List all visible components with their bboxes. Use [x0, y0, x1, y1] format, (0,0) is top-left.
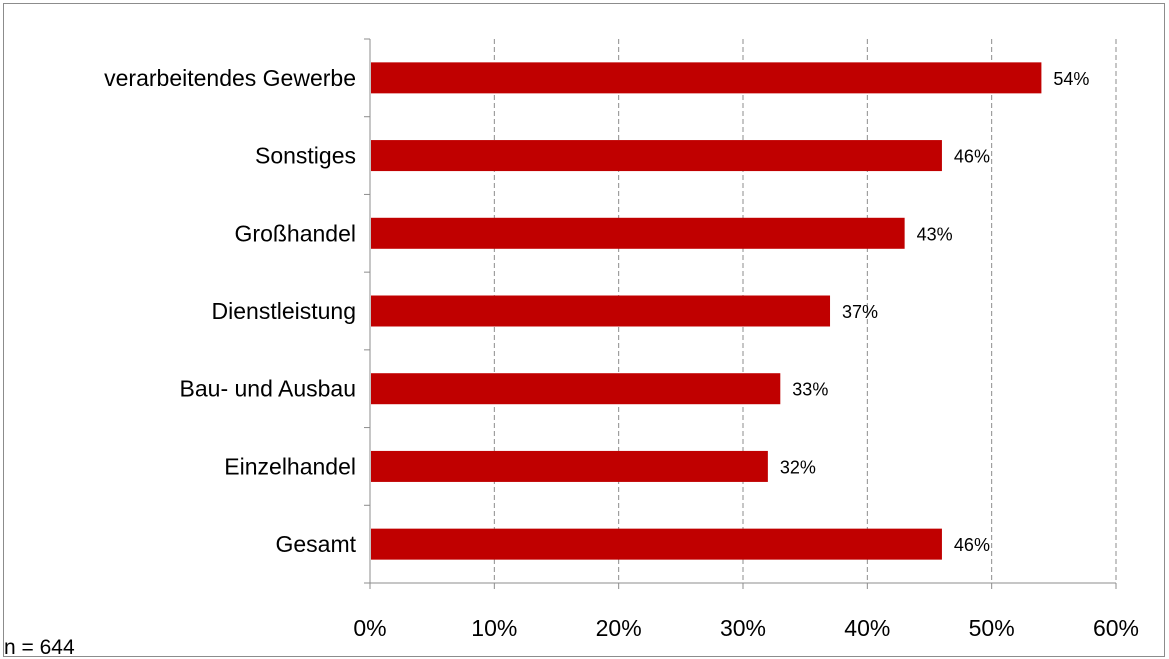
bar-3 [371, 295, 831, 327]
data-label: 37% [842, 302, 878, 322]
bar-5 [371, 450, 768, 482]
category-label: Großhandel [235, 220, 356, 246]
category-label: Sonstiges [255, 143, 356, 169]
category-label: Gesamt [275, 531, 356, 557]
category-label: Einzelhandel [224, 453, 356, 479]
data-label: 32% [780, 457, 816, 477]
x-tick-label: 20% [596, 615, 642, 641]
x-tick-label: 50% [969, 615, 1015, 641]
data-label: 54% [1053, 69, 1089, 89]
category-label: Dienstleistung [212, 298, 356, 324]
data-label: 43% [917, 224, 953, 244]
x-tick-label: 10% [471, 615, 517, 641]
data-label: 46% [954, 535, 990, 555]
category-label: Bau- und Ausbau [180, 376, 356, 402]
data-label: 33% [792, 380, 828, 400]
bar-0 [371, 62, 1042, 94]
bar-4 [371, 373, 781, 405]
x-tick-label: 30% [720, 615, 766, 641]
bar-1 [371, 140, 942, 172]
category-label: verarbeitendes Gewerbe [104, 65, 356, 91]
x-tick-label: 60% [1093, 615, 1139, 641]
x-tick-label: 40% [844, 615, 890, 641]
data-label: 46% [954, 147, 990, 167]
sample-size-note: n = 644 [4, 636, 75, 659]
x-tick-label: 0% [353, 615, 386, 641]
bar-6 [371, 528, 942, 560]
bar-2 [371, 217, 905, 249]
